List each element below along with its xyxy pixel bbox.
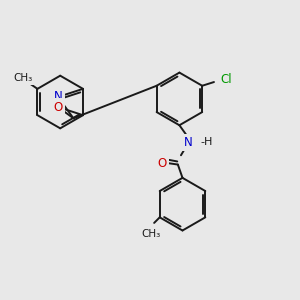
Text: -H: -H [200,137,213,147]
Text: O: O [53,100,63,113]
Text: CH₃: CH₃ [141,229,161,239]
Text: N: N [184,136,193,149]
Text: Cl: Cl [221,73,232,86]
Text: N: N [54,91,62,103]
Text: O: O [158,157,167,169]
Text: CH₃: CH₃ [14,73,33,83]
